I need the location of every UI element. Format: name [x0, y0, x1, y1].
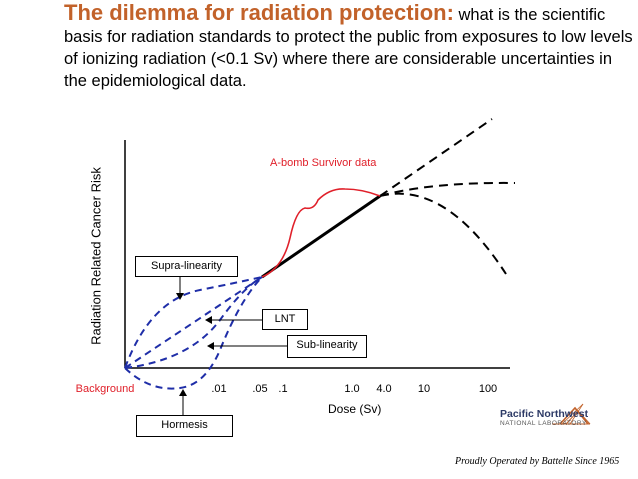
x-tick-1: .05 [252, 383, 268, 395]
supra-linearity-curve [124, 276, 263, 369]
title-lead: The dilemma for radiation protection: [64, 0, 454, 25]
lnt-arrowhead [205, 316, 212, 324]
abomb-brace [261, 188, 381, 278]
hormesis-curve [124, 276, 263, 390]
lnt-low-dose-curve [124, 276, 263, 369]
x-tick-4: 4.0 [376, 383, 392, 395]
x-tick-3: 1.0 [344, 383, 360, 395]
x-tick-5: 10 [417, 383, 431, 395]
title-rest: what is the scientific basis for radiati… [64, 6, 633, 90]
abomb-label: A-bomb Survivor data [270, 157, 377, 169]
supra-arrowhead [176, 293, 184, 300]
pnnl-logo-icon [552, 403, 591, 425]
pnnl-logo: Pacific Northwest NATIONAL LABORATORY [500, 408, 588, 427]
x-tick-2: .1 [278, 383, 288, 395]
lnt-extension-line [379, 118, 493, 197]
x-tick-0: .01 [211, 383, 227, 395]
footer-tagline: Proudly Operated by Battelle Since 1965 [455, 456, 620, 467]
slide-title: The dilemma for radiation protection: wh… [64, 2, 634, 92]
org-sub: NATIONAL LABORATORY [500, 420, 587, 427]
x-tick-6: 100 [478, 383, 498, 395]
x-axis-label: Dose (Sv) [328, 402, 382, 416]
sub-arrowhead [207, 342, 214, 350]
downturn-curve [379, 192, 507, 275]
org-name: Pacific Northwest [500, 408, 589, 420]
hormesis-arrowhead [179, 389, 187, 396]
abomb-data-line [261, 194, 381, 279]
sub-linearity-box: Sub-linearity [287, 335, 367, 358]
hormesis-box: Hormesis [136, 415, 233, 437]
lnt-box: LNT [262, 309, 308, 330]
supra-linearity-box: Supra-linearity [135, 256, 238, 277]
background-label: Background [75, 383, 135, 395]
